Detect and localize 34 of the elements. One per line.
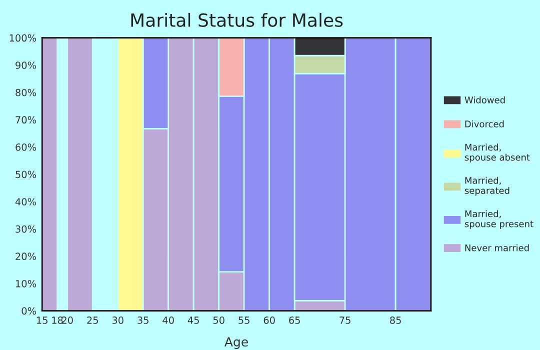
y-tick-label: 50% (16, 170, 36, 178)
y-tick-label: 100% (10, 34, 36, 42)
x-tick-label: 15 (37, 316, 48, 324)
legend-label: Married, spouse present (464, 210, 534, 230)
y-tick-label: 70% (16, 116, 36, 124)
x-tick-label: 55 (238, 316, 250, 324)
x-axis-title: Age (224, 337, 248, 349)
y-tick-label: 30% (16, 225, 36, 233)
x-tick-label: 50 (213, 316, 224, 324)
legend-label: Married, spouse absent (464, 144, 530, 162)
x-tick-label: 60 (264, 316, 275, 324)
y-tick-label: 90% (16, 62, 36, 69)
legend-label: Divorced (465, 120, 504, 128)
y-tick-label: 0% (22, 307, 36, 315)
y-tick-label: 80% (16, 88, 36, 96)
x-tick-label: 45 (188, 316, 199, 324)
y-tick-label: 60% (16, 143, 36, 151)
legend-label: Widowed (464, 96, 505, 104)
chart-title: Marital Status for Males (131, 12, 343, 27)
legend-label: Married, separated (464, 176, 510, 196)
x-tick-label: 85 (390, 316, 401, 324)
bar (66, 38, 94, 311)
x-tick-label: 35 (138, 316, 148, 324)
x-tick-label: 18 (52, 316, 63, 324)
y-tick-label: 40% (15, 198, 36, 206)
x-tick-label: 40 (162, 316, 174, 324)
y-tick-label: 20% (16, 252, 36, 260)
x-tick-label: 30 (112, 316, 124, 324)
legend-label: Never married (465, 244, 529, 252)
x-tick-label: 75 (340, 316, 350, 324)
x-tick-label: 65 (289, 316, 300, 324)
x-tick-label: 20 (62, 316, 73, 324)
y-tick-label: 10% (16, 280, 36, 288)
x-tick-label: 25 (87, 316, 98, 324)
